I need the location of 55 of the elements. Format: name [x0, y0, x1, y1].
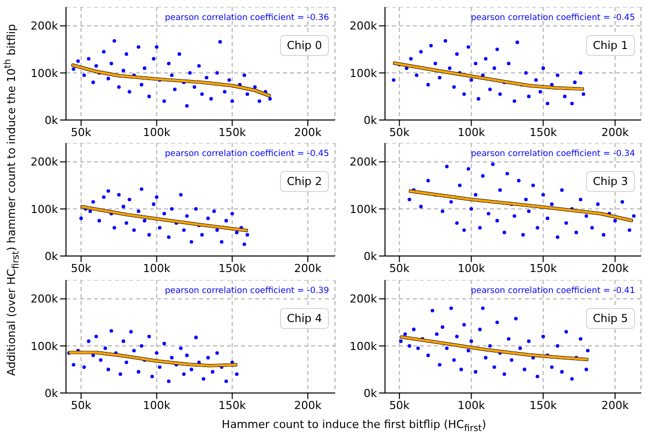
y-tick-label: 0k: [364, 386, 378, 400]
x-tick-label: 50k: [70, 262, 92, 275]
x-tick-label: 50k: [70, 126, 92, 139]
annotation: pearson correlation coefficient = -0.45: [470, 13, 635, 23]
text: Chip 4: [280, 308, 329, 329]
y-tick-label: 100k: [350, 340, 378, 353]
y-tick-label: 200k: [350, 20, 378, 33]
annotation: pearson correlation coefficient = -0.45: [164, 149, 329, 159]
y-tick-label: 200k: [350, 292, 378, 306]
x-tick-label: 50k: [389, 126, 410, 139]
x-tick-label: 150k: [218, 126, 247, 139]
y-tick-label: 100k: [30, 340, 59, 353]
x-tick-label: 100k: [458, 262, 486, 275]
x-tick-label: 200k: [601, 398, 630, 412]
y-tick-label: 0k: [364, 250, 378, 263]
x-tick-label: 50k: [389, 398, 410, 412]
x-tick-label: 200k: [294, 126, 322, 139]
y-tick-label: 200k: [30, 292, 59, 306]
text: Chip 1: [586, 35, 635, 56]
y-tick-label: 200k: [350, 156, 378, 169]
x-tick-label: 100k: [142, 398, 171, 412]
x-tick-label: 150k: [530, 398, 558, 412]
x-tick-label: 200k: [601, 262, 630, 275]
x-tick-label: 200k: [601, 126, 630, 139]
annotation: pearson correlation coefficient = -0.34: [470, 149, 635, 159]
y-tick-label: 100k: [30, 202, 59, 216]
x-tick-label: 100k: [458, 126, 486, 139]
x-tick-label: 200k: [294, 398, 322, 412]
x-tick-label: 150k: [218, 398, 247, 412]
y-tick-label: 0k: [44, 114, 59, 127]
y-tick-label: 200k: [30, 156, 59, 169]
x-axis-title: Hammer count to induce the first bitflip (HC$_{first}$): [222, 418, 486, 434]
x-tick-label: 150k: [530, 262, 558, 275]
y-tick-label: 100k: [350, 66, 378, 80]
x-tick-label: 50k: [70, 398, 92, 412]
text: Chip 2: [280, 171, 329, 192]
x-tick-label: 200k: [294, 262, 322, 275]
y-tick-label: 0k: [44, 250, 59, 263]
text: Chip 0: [280, 35, 329, 56]
y-tick-label: 200k: [30, 20, 59, 33]
text: Chip 5: [586, 308, 635, 329]
annotation: pearson correlation coefficient = -0.36: [164, 13, 329, 23]
x-tick-label: 150k: [530, 126, 558, 139]
annotation: pearson correlation coefficient = -0.39: [164, 286, 329, 296]
y-tick-label: 100k: [350, 202, 378, 216]
x-tick-label: 100k: [142, 126, 171, 139]
annotation: pearson correlation coefficient = -0.41: [470, 286, 635, 296]
x-tick-label: 100k: [142, 262, 171, 275]
x-tick-label: 50k: [389, 262, 410, 275]
x-tick-label: 150k: [218, 262, 247, 275]
y-tick-label: 0k: [44, 386, 59, 400]
text: Chip 3: [586, 171, 635, 192]
y-tick-label: 0k: [364, 114, 378, 127]
y-tick-label: 100k: [30, 66, 59, 80]
x-tick-label: 100k: [458, 398, 486, 412]
